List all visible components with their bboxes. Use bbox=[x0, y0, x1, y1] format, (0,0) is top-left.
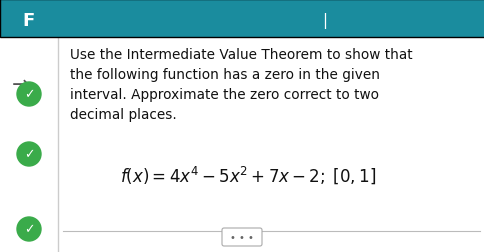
Circle shape bbox=[17, 142, 41, 166]
Text: $f(x) = 4x^4 - 5x^2 + 7x - 2;\;[0,1]$: $f(x) = 4x^4 - 5x^2 + 7x - 2;\;[0,1]$ bbox=[120, 164, 376, 185]
Text: ✓: ✓ bbox=[24, 148, 34, 161]
Text: |: | bbox=[322, 13, 327, 29]
Text: ✓: ✓ bbox=[24, 88, 34, 101]
FancyBboxPatch shape bbox=[222, 228, 261, 246]
Circle shape bbox=[17, 217, 41, 241]
Text: • • •: • • • bbox=[229, 232, 254, 242]
Text: ✓: ✓ bbox=[24, 223, 34, 236]
Text: Use the Intermediate Value Theorem to show that: Use the Intermediate Value Theorem to sh… bbox=[70, 48, 412, 62]
Circle shape bbox=[17, 83, 41, 107]
FancyBboxPatch shape bbox=[0, 0, 484, 38]
Text: interval. Approximate the zero correct to two: interval. Approximate the zero correct t… bbox=[70, 88, 378, 102]
Text: F: F bbox=[23, 12, 35, 30]
Text: decimal places.: decimal places. bbox=[70, 108, 176, 121]
Text: →: → bbox=[12, 75, 30, 94]
Text: the following function has a zero in the given: the following function has a zero in the… bbox=[70, 68, 379, 82]
